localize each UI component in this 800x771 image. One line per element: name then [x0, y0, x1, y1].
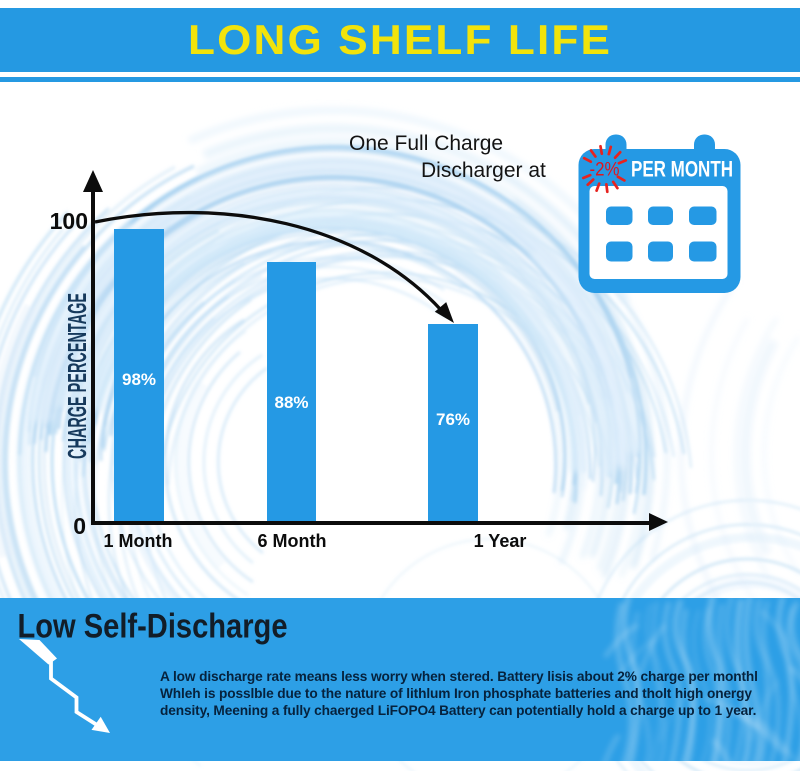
svg-text:Low Self-Discharge: Low Self-Discharge	[18, 608, 288, 646]
svg-text:CHARGE PERCENTAGE: CHARGE PERCENTAGE	[62, 293, 92, 459]
svg-text:-2%: -2%	[590, 159, 620, 181]
svg-text:LONG SHELF LIFE: LONG SHELF LIFE	[188, 16, 612, 63]
svg-text:PER MONTH: PER MONTH	[631, 157, 733, 182]
